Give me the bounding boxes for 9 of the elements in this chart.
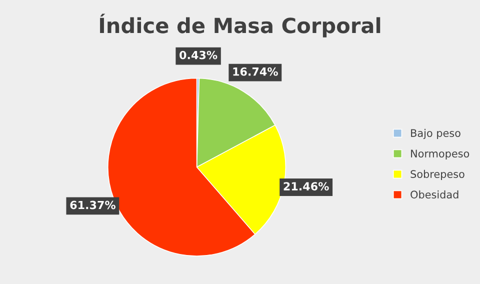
data-label: 21.46% (284, 182, 329, 190)
legend-label: Obesidad (410, 190, 458, 198)
data-label: 0.43% (180, 50, 218, 60)
data-label: 61.37% (70, 200, 116, 210)
chart-title: Índice de Masa Corporal (100, 14, 380, 38)
data-label: 16.74% (233, 67, 278, 76)
legend-label: Bajo peso (411, 128, 460, 140)
legend-label: Normopeso (411, 150, 470, 160)
legend-label: Sobrepeso (410, 170, 464, 180)
